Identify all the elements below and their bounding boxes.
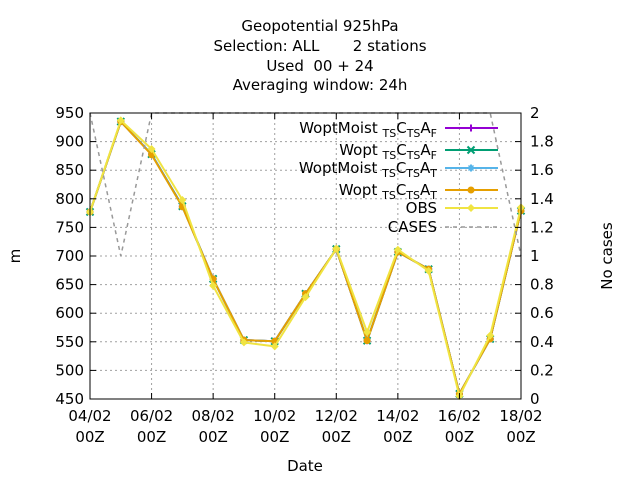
x-tick-label: 04/02 xyxy=(68,407,111,425)
y2-tick-label: 1.2 xyxy=(530,218,554,236)
y-tick-label: 800 xyxy=(55,190,84,208)
y2-tick-label: 1.8 xyxy=(530,133,554,151)
y2-tick-label: 1.6 xyxy=(530,161,554,179)
x-tick-label: 10/02 xyxy=(253,407,296,425)
x-tick-label-hour: 00Z xyxy=(137,428,166,446)
marker-shape xyxy=(486,331,495,340)
title-line-4: Averaging window: 24h xyxy=(232,76,408,94)
data-point xyxy=(332,244,341,253)
x-tick-label: 06/02 xyxy=(130,407,173,425)
y-tick-label: 500 xyxy=(55,361,84,379)
y2-tick-label: 2 xyxy=(530,104,540,122)
y-tick-label: 700 xyxy=(55,247,84,265)
data-point xyxy=(147,145,156,154)
x-tick-label: 18/02 xyxy=(499,407,542,425)
data-point xyxy=(270,342,279,351)
data-point xyxy=(486,331,495,340)
x-tick-label-hour: 00Z xyxy=(75,428,104,446)
data-point xyxy=(116,116,125,125)
marker-shape xyxy=(467,204,475,212)
marker-shape xyxy=(363,328,372,337)
y-tick-label: 450 xyxy=(55,390,84,408)
y-tick-label: 900 xyxy=(55,133,84,151)
marker-shape xyxy=(332,244,341,253)
x-tick-label-hour: 00Z xyxy=(445,428,474,446)
x-tick-label-hour: 00Z xyxy=(198,428,227,446)
marker-stroke xyxy=(467,164,475,172)
data-point xyxy=(424,266,433,275)
series-layer xyxy=(85,112,526,401)
y2-tick-label: 0 xyxy=(530,390,540,408)
y-axis-label: m xyxy=(6,249,24,264)
x-tick-label: 14/02 xyxy=(376,407,419,425)
y2-tick-label: 0.6 xyxy=(530,304,554,322)
y-tick-label: 750 xyxy=(55,218,84,236)
x-axis-label: Date xyxy=(287,457,323,475)
y2-tick-label: 1 xyxy=(530,247,540,265)
x-tick-label-hour: 00Z xyxy=(383,428,412,446)
data-point xyxy=(301,293,310,302)
y2-tick-label: 0.4 xyxy=(530,333,554,351)
x-tick-label: 12/02 xyxy=(315,407,358,425)
marker-shape xyxy=(178,195,187,204)
y2-axis-label: No cases xyxy=(598,222,616,290)
y-tick-label: 600 xyxy=(55,304,84,322)
marker-shape xyxy=(467,186,475,194)
y2-tick-label: 0.8 xyxy=(530,276,554,294)
y-tick-label: 950 xyxy=(55,104,84,122)
marker-shape xyxy=(239,338,248,347)
data-point xyxy=(209,281,218,290)
marker-shape xyxy=(116,116,125,125)
data-point xyxy=(393,245,402,254)
marker-shape xyxy=(424,266,433,275)
title-line-2: Selection: ALL 2 stations xyxy=(213,37,427,55)
x-tick-label-hour: 00Z xyxy=(260,428,289,446)
marker-shape xyxy=(393,245,402,254)
axes: 450 500 550 600 650 700 750 800 850 900 950 0 0.2 0.4… xyxy=(55,104,554,446)
marker-shape xyxy=(301,293,310,302)
x-tick-label: 16/02 xyxy=(438,407,481,425)
legend-marker xyxy=(467,204,475,212)
marker-shape xyxy=(270,342,279,351)
legend-marker xyxy=(467,164,475,172)
x-tick-label-hour: 00Z xyxy=(506,428,535,446)
y2-tick-label: 0.2 xyxy=(530,361,554,379)
legend-label: WoptMoist TSCTSAF xyxy=(299,119,437,140)
y-tick-label: 850 xyxy=(55,161,84,179)
x-tick-label: 08/02 xyxy=(192,407,235,425)
data-point xyxy=(178,195,187,204)
legend-marker xyxy=(467,124,475,132)
grid xyxy=(90,113,521,399)
title-line-1: Geopotential 925hPa xyxy=(241,17,399,35)
data-point xyxy=(239,338,248,347)
title-line-3: Used 00 + 24 xyxy=(266,57,374,75)
y-tick-label: 650 xyxy=(55,276,84,294)
x-tick-label-hour: 00Z xyxy=(322,428,351,446)
marker-shape xyxy=(209,281,218,290)
y2-tick-label: 1.4 xyxy=(530,190,554,208)
marker-stroke xyxy=(466,145,476,155)
data-point xyxy=(363,337,371,345)
data-point xyxy=(363,328,372,337)
legend-marker xyxy=(467,186,475,194)
legend-label: Wopt TSCTSAT xyxy=(339,181,437,202)
y-tick-label: 550 xyxy=(55,333,84,351)
marker-shape xyxy=(363,337,371,345)
legend-label: Wopt TSCTSAF xyxy=(339,141,437,162)
legend-label: OBS xyxy=(406,199,437,217)
legend-label: WoptMoist TSCTSAT xyxy=(299,159,437,180)
marker-shape xyxy=(147,145,156,154)
legend-label: CASES xyxy=(388,218,437,236)
series-4 xyxy=(86,116,525,401)
legend-marker xyxy=(466,145,476,155)
